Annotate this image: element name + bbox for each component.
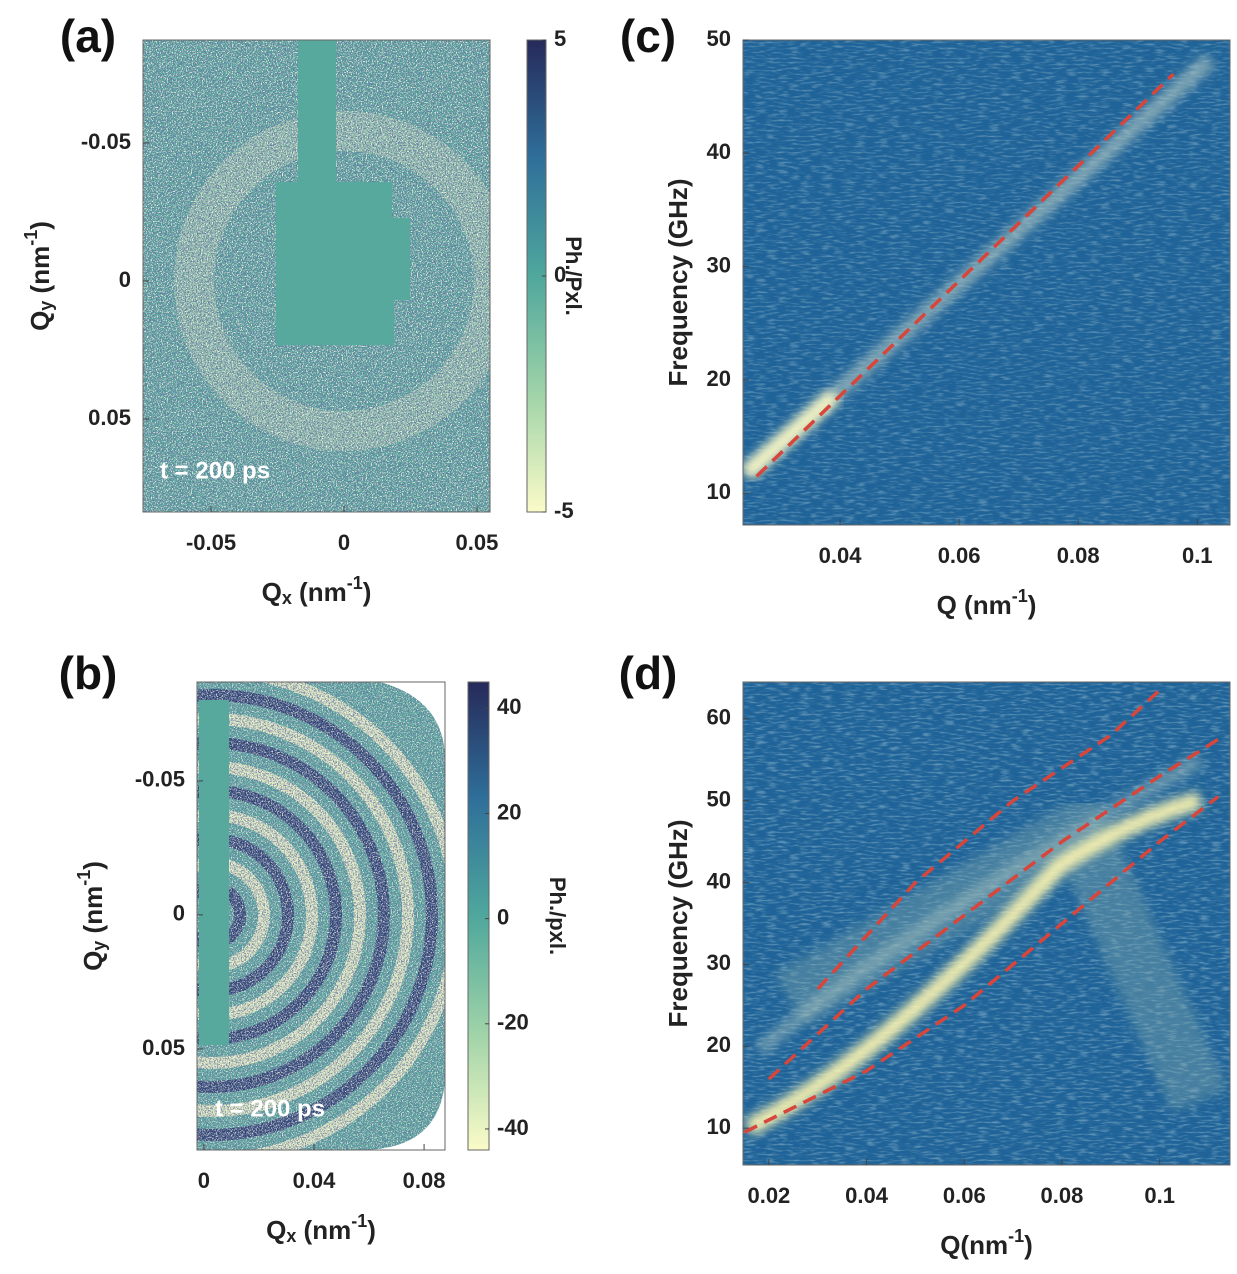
y-tick-label: -0.05 bbox=[81, 129, 131, 154]
fit-line bbox=[767, 737, 1220, 1081]
y-tick-label: 60 bbox=[707, 705, 731, 730]
x-tick-label: 0.1 bbox=[1182, 543, 1213, 568]
x-axis-label-part: Q bbox=[262, 577, 282, 607]
x-axis-label: Q (nm-1) bbox=[937, 586, 1037, 620]
x-tick-label: 0.08 bbox=[403, 1168, 446, 1193]
y-axis-label: Frequency (GHz) bbox=[663, 178, 693, 386]
x-axis-label-part: x bbox=[286, 1226, 296, 1246]
y-axis-label-part: Q bbox=[78, 951, 108, 971]
x-tick-label: 0.08 bbox=[1041, 1183, 1084, 1208]
panel-label: (d) bbox=[619, 647, 678, 699]
y-tick-label: 40 bbox=[707, 139, 731, 164]
heatmap-image bbox=[143, 40, 490, 512]
y-tick-label: -0.05 bbox=[135, 767, 185, 792]
y-tick-label: 50 bbox=[707, 26, 731, 51]
x-axis-label-part: (nm bbox=[292, 577, 347, 607]
y-axis-label-part: Frequency (GHz) bbox=[663, 178, 693, 386]
x-axis-label-part: Q bbox=[266, 1215, 286, 1245]
x-tick-label: 0.04 bbox=[819, 543, 863, 568]
y-axis-label-part: Frequency (GHz) bbox=[663, 819, 693, 1027]
fit-line bbox=[816, 688, 1161, 991]
panel-label: (b) bbox=[59, 647, 118, 699]
plot-frame bbox=[142, 39, 491, 513]
y-axis-label-part: y bbox=[89, 941, 109, 951]
colorbar-tick-label: 0 bbox=[497, 904, 509, 929]
x-axis-label-part: ) bbox=[367, 1215, 376, 1245]
y-axis-label: Qy (nm-1) bbox=[74, 861, 109, 971]
y-tick-label: 10 bbox=[707, 1114, 731, 1139]
panel-label: (a) bbox=[60, 10, 116, 62]
heatmap-image bbox=[743, 40, 1230, 525]
annotation: t = 200 ps bbox=[215, 1095, 325, 1122]
x-tick-label: 0.06 bbox=[938, 543, 981, 568]
x-axis-label-part: -1 bbox=[1008, 1226, 1024, 1246]
panel-label: (c) bbox=[620, 10, 676, 62]
y-axis-label-part: ) bbox=[78, 861, 108, 870]
y-axis-label: Frequency (GHz) bbox=[663, 819, 693, 1027]
y-axis-label-part: -1 bbox=[21, 230, 41, 246]
y-axis-label-part: (nm bbox=[78, 886, 108, 941]
x-axis-label-part: ) bbox=[1028, 590, 1037, 620]
x-tick-label: 0.06 bbox=[943, 1183, 986, 1208]
colorbar-tick-label: 40 bbox=[497, 694, 521, 719]
x-tick-label: 0.08 bbox=[1057, 543, 1100, 568]
y-axis-label-part: (nm bbox=[25, 246, 55, 301]
y-tick-label: 50 bbox=[707, 787, 731, 812]
colorbar-tick-label: 20 bbox=[497, 799, 521, 824]
y-axis-label-part: ) bbox=[25, 221, 55, 230]
y-axis-label-part: Q bbox=[25, 311, 55, 331]
heatmap-image bbox=[743, 682, 1230, 1165]
x-axis-label: Qx (nm-1) bbox=[266, 1211, 376, 1246]
x-axis-label: Qx (nm-1) bbox=[262, 573, 372, 608]
y-tick-label: 30 bbox=[707, 252, 731, 277]
x-axis-label-part: Q(nm bbox=[940, 1230, 1008, 1260]
y-tick-label: 0.05 bbox=[88, 405, 131, 430]
x-tick-label: 0 bbox=[338, 530, 350, 555]
plot-frame bbox=[742, 39, 1231, 526]
y-tick-label: 0.05 bbox=[142, 1035, 185, 1060]
colorbar-label: Ph./pxl. bbox=[545, 877, 570, 955]
x-axis-label-part: -1 bbox=[351, 1211, 367, 1231]
x-tick-label: 0 bbox=[198, 1168, 210, 1193]
x-axis-label-part: Q (nm bbox=[937, 590, 1012, 620]
x-tick-label: 0.02 bbox=[747, 1183, 790, 1208]
x-tick-label: 0.04 bbox=[293, 1168, 337, 1193]
y-tick-label: 20 bbox=[707, 1032, 731, 1057]
colorbar-tick-label: -5 bbox=[554, 498, 574, 523]
heatmap-image bbox=[197, 682, 445, 1150]
y-axis-label-part: -1 bbox=[74, 870, 94, 886]
colorbar-tick-label: 5 bbox=[554, 26, 566, 51]
fit-line bbox=[743, 795, 1220, 1134]
colorbar-tick-label: 0 bbox=[554, 262, 566, 287]
y-tick-label: 0 bbox=[119, 267, 131, 292]
x-tick-label: 0.04 bbox=[845, 1183, 889, 1208]
x-axis-label-part: -1 bbox=[1012, 586, 1028, 606]
y-axis-label-part: y bbox=[36, 301, 56, 311]
x-axis-label-part: ) bbox=[363, 577, 372, 607]
x-axis-label-part: -1 bbox=[347, 573, 363, 593]
colorbar bbox=[467, 681, 490, 1151]
plot-frame bbox=[196, 681, 446, 1151]
y-axis-label: Qy (nm-1) bbox=[21, 221, 56, 331]
x-axis-label: Q(nm-1) bbox=[940, 1226, 1033, 1260]
x-tick-label: 0.1 bbox=[1144, 1183, 1175, 1208]
fit-line bbox=[755, 72, 1175, 478]
plot-frame bbox=[742, 681, 1231, 1166]
colorbar-tick-label: -20 bbox=[497, 1010, 529, 1035]
x-tick-label: 0.05 bbox=[456, 530, 499, 555]
x-axis-label-part: (nm bbox=[296, 1215, 351, 1245]
colorbar-tick-label: -40 bbox=[497, 1115, 529, 1140]
y-tick-label: 0 bbox=[173, 901, 185, 926]
y-tick-label: 10 bbox=[707, 479, 731, 504]
x-tick-label: -0.05 bbox=[186, 530, 236, 555]
x-axis-label-part: ) bbox=[1024, 1230, 1033, 1260]
y-tick-label: 30 bbox=[707, 950, 731, 975]
y-tick-label: 20 bbox=[707, 366, 731, 391]
annotation: t = 200 ps bbox=[160, 457, 270, 484]
y-tick-label: 40 bbox=[707, 868, 731, 893]
colorbar-label: Ph./Pxl. bbox=[561, 236, 586, 315]
x-axis-label-part: x bbox=[282, 588, 292, 608]
